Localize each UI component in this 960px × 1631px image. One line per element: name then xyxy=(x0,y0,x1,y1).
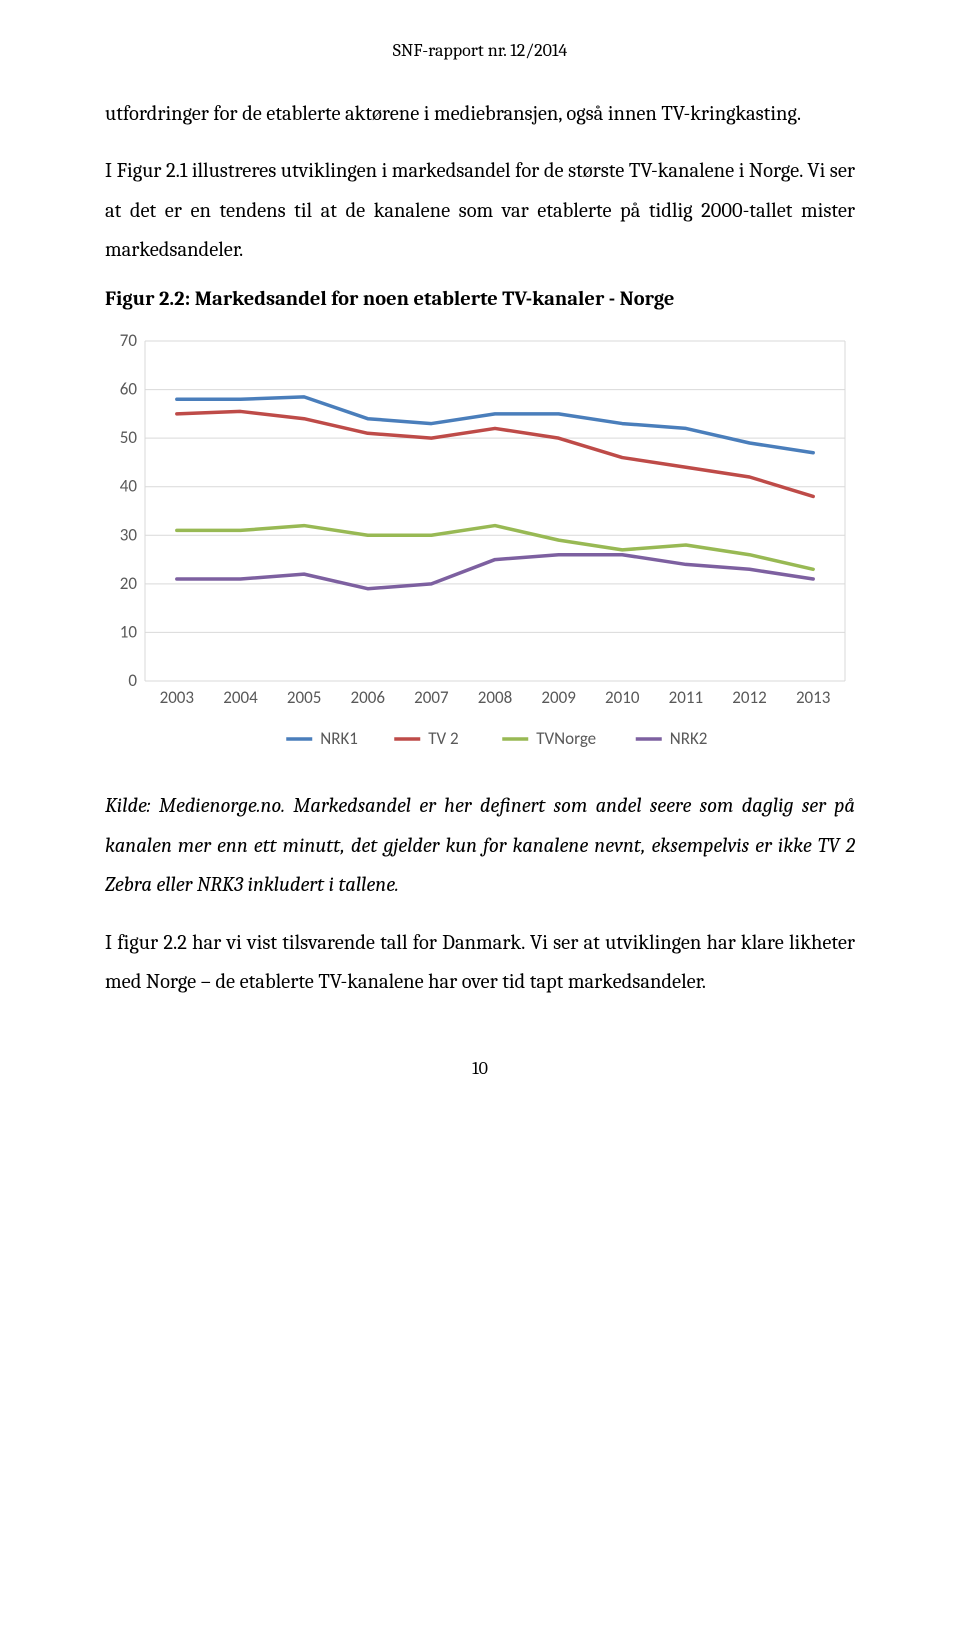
svg-text:2005: 2005 xyxy=(287,687,321,708)
chart-svg: 0 10 20 30 40 50 60 70 2003 2004 2005 2006 2007 2008 2… xyxy=(105,331,855,761)
svg-text:TVNorge: TVNorge xyxy=(536,728,596,749)
svg-text:2012: 2012 xyxy=(732,687,766,708)
svg-text:2003: 2003 xyxy=(160,687,194,708)
svg-text:70: 70 xyxy=(120,331,138,351)
svg-text:2011: 2011 xyxy=(669,687,703,708)
svg-text:60: 60 xyxy=(120,379,138,400)
svg-text:2004: 2004 xyxy=(223,687,258,708)
paragraph-3: I figur 2.2 har vi vist tilsvarende tall… xyxy=(105,924,855,1003)
paragraph-2: I Figur 2.1 illustreres utviklingen i ma… xyxy=(105,152,855,270)
report-header: SNF-rapport nr. 12/2014 xyxy=(105,40,855,61)
page-number: 10 xyxy=(105,1058,855,1079)
svg-text:2013: 2013 xyxy=(796,687,830,708)
svg-text:30: 30 xyxy=(120,525,138,546)
svg-text:NRK1: NRK1 xyxy=(320,728,358,749)
svg-text:20: 20 xyxy=(120,573,138,594)
svg-text:2006: 2006 xyxy=(350,687,385,708)
page: SNF-rapport nr. 12/2014 utfordringer for… xyxy=(0,0,960,1119)
source-text: Kilde: Medienorge.no. Markedsandel er he… xyxy=(105,787,855,905)
svg-text:2010: 2010 xyxy=(605,687,640,708)
svg-text:10: 10 xyxy=(120,622,138,643)
paragraph-1: utfordringer for de etablerte aktørene i… xyxy=(105,95,855,134)
svg-text:2007: 2007 xyxy=(414,687,449,708)
svg-text:2009: 2009 xyxy=(541,687,576,708)
svg-text:50: 50 xyxy=(120,428,138,449)
figure-caption: Figur 2.2: Markedsandel for noen etabler… xyxy=(105,288,855,311)
svg-text:NRK2: NRK2 xyxy=(670,728,708,749)
line-chart: 0 10 20 30 40 50 60 70 2003 2004 2005 2006 2007 2008 2… xyxy=(105,331,855,761)
svg-text:TV 2: TV 2 xyxy=(428,728,458,749)
svg-text:2008: 2008 xyxy=(478,687,512,708)
svg-text:40: 40 xyxy=(120,476,138,497)
svg-text:0: 0 xyxy=(128,670,137,691)
